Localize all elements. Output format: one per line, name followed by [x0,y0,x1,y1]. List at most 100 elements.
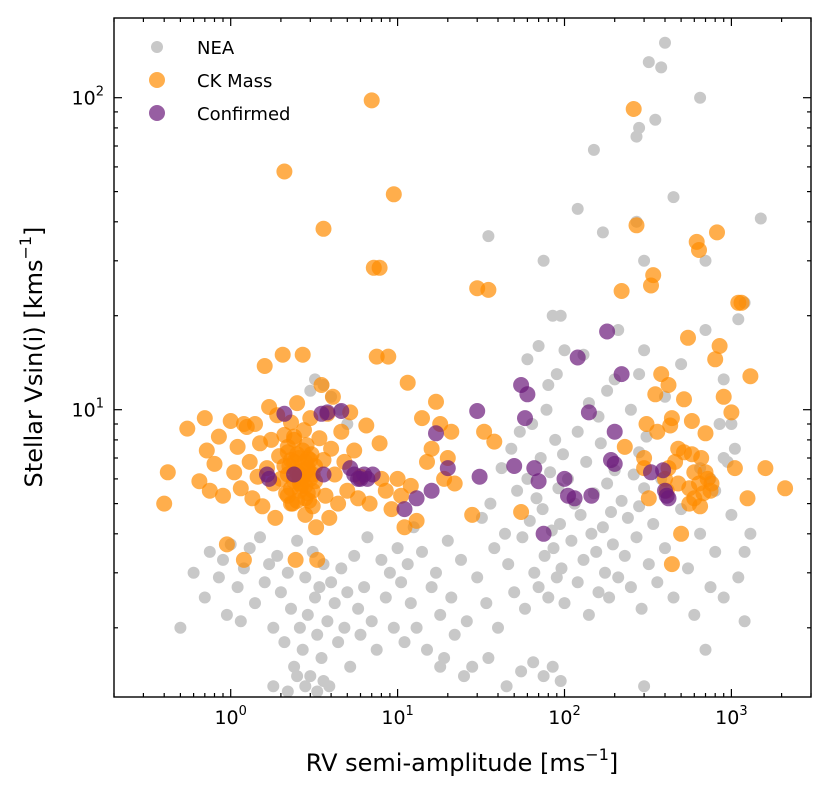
point-nea [317,675,330,687]
point-nea [550,571,563,584]
point-nea [699,254,712,267]
point-nea [325,576,338,589]
point-nea [398,636,411,649]
point-ck-mass [625,101,642,117]
point-ck-mass [726,460,743,477]
point-ck-mass [289,492,306,509]
point-nea [536,503,549,516]
point-nea [311,628,324,641]
point-nea [365,615,378,628]
point-ck-mass [210,428,227,445]
point-ck-mass [313,377,330,393]
point-nea [633,368,646,381]
point-nea [717,591,730,604]
point-nea [565,534,578,547]
point-nea [505,442,518,455]
point-nea [328,597,341,610]
point-nea [659,542,671,555]
y-tick-exp: 2 [96,85,104,100]
point-ck-mass [206,455,223,472]
legend-marker-confirmed [149,105,165,121]
point-ck-mass [419,453,435,470]
point-nea [596,226,609,239]
point-nea [274,586,287,599]
point-nea [642,56,655,69]
point-ck-mass [707,351,724,368]
x-tick-exp: 1 [406,704,414,719]
point-nea [203,545,216,558]
point-ck-mass [222,413,239,429]
x-tick-label: 102 [548,704,580,729]
point-ck-mass [628,217,645,234]
point-nea [612,324,625,336]
point-nea [500,680,513,693]
point-ck-mass [683,413,700,429]
point-nea [358,581,371,594]
point-confirmed [286,466,303,483]
point-ck-mass [346,442,363,459]
point-nea [694,91,707,104]
x-tick-base: 10 [381,707,405,729]
plot-frame [113,17,812,698]
point-nea [379,591,392,604]
point-ck-mass [226,464,243,481]
point-ck-mass [315,452,332,468]
point-nea [574,508,587,521]
point-ck-mass [464,506,481,523]
point-ck-mass [294,346,311,363]
point-nea [258,576,271,589]
point-nea [638,344,651,357]
point-ck-mass [361,495,378,512]
point-nea [694,527,707,540]
point-nea [352,602,365,615]
point-nea [542,591,555,604]
point-ck-mass [640,490,657,507]
point-confirmed [517,410,533,427]
point-confirmed [261,470,278,487]
point-nea [304,384,317,397]
point-ck-mass [402,477,419,494]
point-nea [550,368,563,381]
point-ck-mass [215,487,231,504]
point-nea [554,309,567,322]
point-nea [544,466,557,479]
point-ck-mass [676,391,692,408]
point-nea [738,615,751,628]
point-confirmed [606,455,623,472]
point-ck-mass [380,348,397,365]
point-confirmed [530,473,547,490]
point-ck-mass [715,388,732,405]
point-nea [638,254,651,267]
point-confirmed [660,490,677,507]
point-ck-mass [156,495,173,512]
point-nea [315,652,328,664]
point-nea [212,571,225,584]
point-ck-mass [645,267,662,284]
point-confirmed [556,470,573,487]
point-ck-mass [229,438,246,455]
point-nea [458,670,470,683]
point-ck-mass [283,452,299,468]
point-ck-mass [697,425,714,442]
point-ck-mass [733,294,750,311]
point-nea [725,508,738,521]
x-tick-base: 10 [548,707,572,729]
point-nea [278,636,291,649]
point-nea [484,497,497,510]
point-nea [220,608,233,621]
point-ck-mass [676,444,692,461]
point-ck-mass [191,473,208,490]
point-ck-mass [263,431,280,448]
point-ck-mass [323,440,340,457]
legend-label-ck-mass: CK Mass [197,71,272,92]
point-nea [667,591,680,604]
point-ck-mass [408,512,425,529]
point-nea [495,462,508,475]
point-nea [667,191,680,204]
point-nea [682,562,694,575]
point-ck-mass [201,482,218,499]
point-nea [554,518,566,530]
point-nea [296,643,309,656]
point-nea [542,379,555,391]
point-ck-mass [309,551,326,568]
